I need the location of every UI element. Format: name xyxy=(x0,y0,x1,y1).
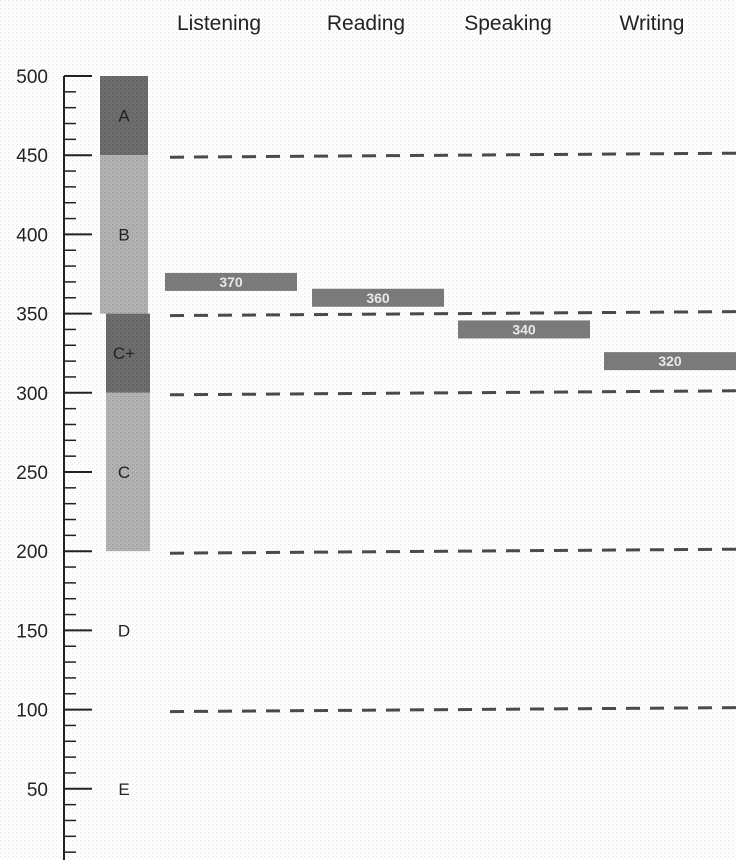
y-tick-label: 150 xyxy=(16,621,48,642)
score-bar-listening xyxy=(165,272,297,291)
y-tick-label: 250 xyxy=(16,463,48,484)
category-label-speaking: Speaking xyxy=(464,12,552,35)
grade-label: C xyxy=(118,463,130,482)
y-tick-label: 100 xyxy=(16,701,48,722)
y-tick-label: 350 xyxy=(16,305,48,326)
grade-band-texture xyxy=(106,392,150,552)
grade-label: C+ xyxy=(113,344,135,363)
category-labels: Listening Reading Speaking Writing xyxy=(177,12,685,35)
grade-band-texture xyxy=(100,155,148,314)
y-tick-label: 300 xyxy=(16,384,48,405)
score-bars: 370 360 340 320 xyxy=(165,272,736,371)
score-bar-writing xyxy=(604,352,736,371)
grade-label: A xyxy=(118,107,130,126)
score-bar-speaking xyxy=(458,320,590,339)
y-tick-label: 400 xyxy=(16,225,48,246)
grade-label: D xyxy=(118,621,130,640)
score-label: 340 xyxy=(512,321,536,337)
grade-label: B xyxy=(118,225,129,244)
grade-band-texture xyxy=(100,76,148,156)
grade-label: E xyxy=(118,780,129,799)
y-tick-label: 450 xyxy=(16,146,48,167)
score-label: 360 xyxy=(366,290,390,306)
category-label-reading: Reading xyxy=(327,12,405,35)
y-tick-label: 200 xyxy=(16,542,48,563)
category-label-listening: Listening xyxy=(177,12,261,35)
score-label: 320 xyxy=(658,353,682,369)
y-tick-label: 50 xyxy=(27,780,48,801)
score-bar-reading xyxy=(312,288,444,307)
category-label-writing: Writing xyxy=(620,12,685,35)
grade-band-texture xyxy=(106,313,150,393)
y-tick-label: 500 xyxy=(16,67,48,88)
score-label: 370 xyxy=(219,274,243,290)
